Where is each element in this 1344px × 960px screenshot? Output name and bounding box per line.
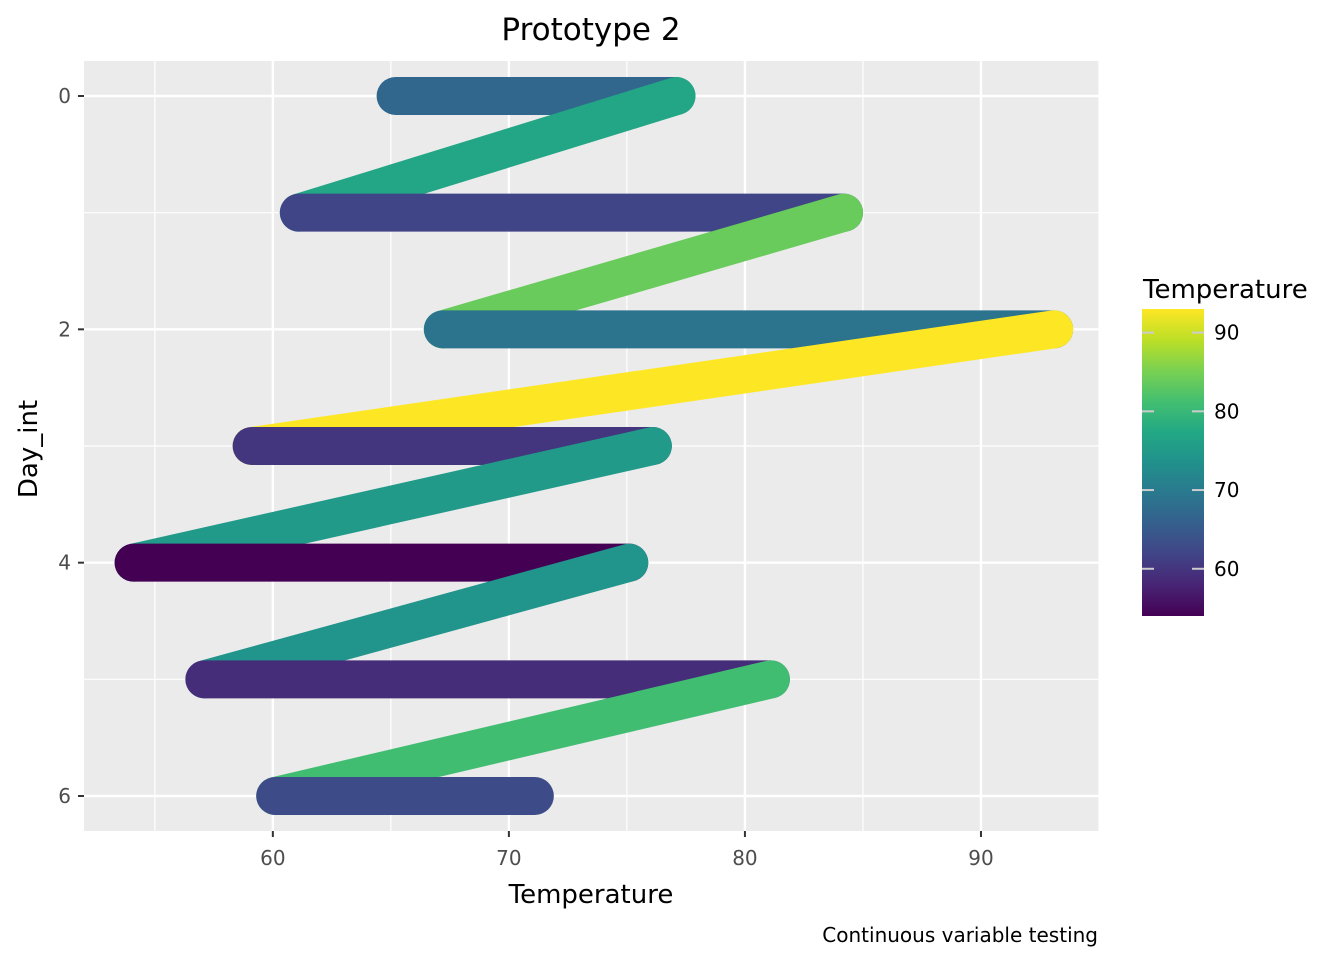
legend-colorbar bbox=[1142, 309, 1204, 616]
legend-tick-label: 60 bbox=[1214, 557, 1239, 581]
legend-ticks: 60 70 80 90 bbox=[1142, 321, 1239, 581]
legend-tick-label: 80 bbox=[1214, 399, 1239, 423]
y-tick-label: 6 bbox=[58, 784, 71, 808]
x-tick-label: 70 bbox=[496, 846, 521, 870]
data-segment bbox=[114, 427, 672, 582]
legend-tick-label: 70 bbox=[1214, 478, 1239, 502]
x-axis-title: Temperature bbox=[508, 880, 674, 910]
y-tick-label: 2 bbox=[58, 317, 71, 341]
y-tick-label: 4 bbox=[58, 551, 71, 575]
chart-caption: Continuous variable testing bbox=[822, 923, 1098, 947]
x-tick-label: 90 bbox=[968, 846, 993, 870]
chart-title: Prototype 2 bbox=[501, 12, 680, 48]
data-segment bbox=[185, 543, 649, 699]
legend-title: Temperature bbox=[1142, 275, 1308, 305]
data-segment bbox=[279, 77, 696, 232]
y-axis: 0 2 4 6 bbox=[58, 84, 84, 808]
data-segment bbox=[256, 660, 790, 815]
data-segment bbox=[232, 310, 1074, 465]
x-axis: 60 70 80 90 bbox=[260, 831, 994, 870]
x-tick-label: 60 bbox=[260, 846, 285, 870]
color-legend: Temperature 60 70 80 90 bbox=[1142, 275, 1308, 616]
data-segment bbox=[423, 193, 864, 349]
x-tick-label: 80 bbox=[732, 846, 757, 870]
y-axis-title: Day_int bbox=[14, 400, 44, 498]
legend-tick-label: 90 bbox=[1214, 321, 1239, 345]
data-segments bbox=[114, 77, 1074, 815]
y-tick-label: 0 bbox=[58, 84, 71, 108]
